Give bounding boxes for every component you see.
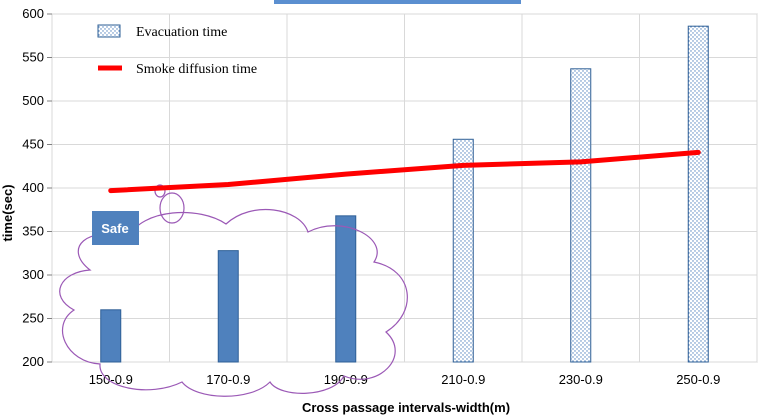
- y-tick-label: 300: [22, 267, 44, 282]
- x-tick-label: 250-0.9: [676, 372, 720, 387]
- y-tick-label: 500: [22, 93, 44, 108]
- y-tick-label: 450: [22, 137, 44, 152]
- y-axis-ticks: 200 250 300 350 400 450 500 550 600: [22, 6, 52, 369]
- cloud-shape: [59, 209, 408, 397]
- y-tick-label: 550: [22, 50, 44, 65]
- cloud-bubble-small: [154, 184, 166, 198]
- y-tick-label: 400: [22, 180, 44, 195]
- bar-evacuation-time: [335, 215, 357, 363]
- legend-label-smoke: Smoke diffusion time: [136, 62, 257, 77]
- legend: Evacuation time Smoke diffusion time: [97, 24, 257, 77]
- y-tick-label: 200: [22, 354, 44, 369]
- x-tick-label: 190-0.9: [324, 372, 368, 387]
- safe-label: Safe: [101, 221, 128, 236]
- bar-evacuation-time: [217, 250, 239, 363]
- x-axis-title: Cross passage intervals-width(m): [302, 400, 510, 415]
- bar-evacuation-time: [570, 68, 592, 363]
- bar-evacuation-time: [452, 138, 474, 363]
- y-axis-title: time(sec): [0, 184, 15, 241]
- y-tick-label: 350: [22, 224, 44, 239]
- smoke-line-layer: [108, 149, 701, 194]
- legend-swatch-evacuation: [97, 24, 121, 38]
- safe-label-box: [92, 211, 139, 245]
- bars-layer: [100, 25, 709, 363]
- bar-evacuation-time: [687, 25, 709, 363]
- x-tick-label: 170-0.9: [206, 372, 250, 387]
- top-accent-bar: [274, 0, 521, 4]
- x-tick-label: 150-0.9: [89, 372, 133, 387]
- x-tick-label: 230-0.9: [559, 372, 603, 387]
- safe-cloud-callout: Safe: [59, 184, 408, 397]
- cloud-bubble-large: [159, 192, 185, 224]
- y-tick-label: 250: [22, 311, 44, 326]
- line-smoke-diffusion-time: [108, 149, 701, 194]
- legend-label-evacuation: Evacuation time: [136, 25, 227, 40]
- y-tick-label: 600: [22, 6, 44, 21]
- x-axis-ticks: 150-0.9 170-0.9 190-0.9 210-0.9 230-0.9 250-0…: [89, 372, 721, 387]
- bar-evacuation-time: [100, 309, 122, 363]
- x-tick-label: 210-0.9: [441, 372, 485, 387]
